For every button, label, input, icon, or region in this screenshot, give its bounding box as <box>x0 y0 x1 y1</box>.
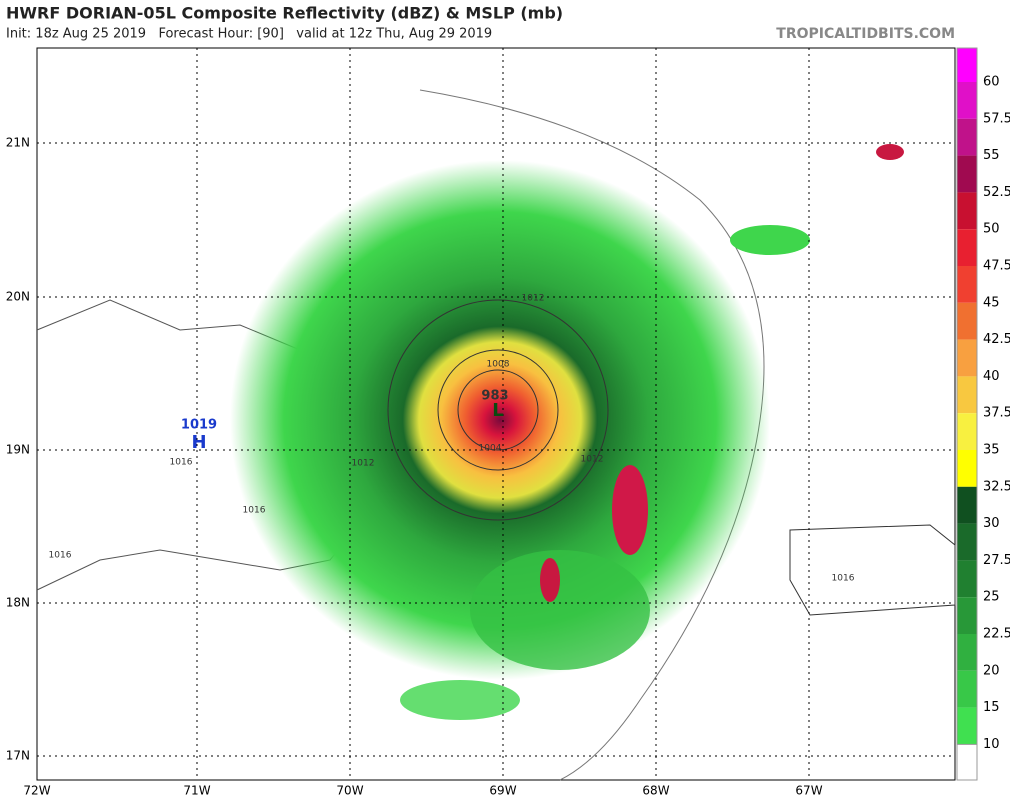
rain-cell <box>876 144 904 160</box>
colorbar-label: 55 <box>983 148 1000 163</box>
pressure-label: 1004 <box>479 444 502 454</box>
lon-label: 69W <box>489 784 516 798</box>
colorbar-segment <box>957 670 977 708</box>
colorbar-segment <box>957 707 977 745</box>
isobar <box>387 299 609 521</box>
colorbar-segment <box>957 266 977 303</box>
lon-label: 70W <box>336 784 363 798</box>
colorbar-label: 20 <box>983 663 1000 678</box>
colorbar-segment <box>957 413 977 450</box>
isobar <box>437 349 559 471</box>
subtitle: Init: 18z Aug 25 2019 Forecast Hour: [90… <box>6 27 492 42</box>
colorbar-label: 52.5 <box>983 185 1010 200</box>
colorbar-label: 27.5 <box>983 553 1010 568</box>
lat-label: 20N <box>6 290 30 304</box>
pressure-label: 1012 <box>581 455 604 465</box>
colorbar-label: 40 <box>983 369 1000 384</box>
pressure-label: 983 <box>481 389 508 404</box>
colorbar-segment <box>957 486 977 524</box>
colorbar-label: 57.5 <box>983 111 1010 126</box>
colorbar-border <box>956 47 978 781</box>
lat-label: 17N <box>6 749 30 763</box>
colorbar-label: 45 <box>983 295 1000 310</box>
lon-label: 71W <box>183 784 210 798</box>
lat-label: 21N <box>6 136 30 150</box>
pressure-label: 1016 <box>170 458 193 468</box>
lon-label: 67W <box>795 784 822 798</box>
colorbar-segment <box>957 376 977 414</box>
lat-label: 18N <box>6 596 30 610</box>
colorbar-segment <box>957 155 977 193</box>
colorbar-segment <box>957 634 977 671</box>
colorbar-label: 25 <box>983 590 1000 605</box>
title: HWRF DORIAN-05L Composite Reflectivity (… <box>6 4 563 23</box>
colorbar-segment <box>957 192 977 230</box>
rain-band <box>612 465 648 555</box>
colorbar-segment <box>957 450 977 487</box>
pressure-label: 1008 <box>487 360 510 370</box>
lat-label: 19N <box>6 443 30 457</box>
pressure-label: 1019 <box>181 418 217 433</box>
pressure-label: 1016 <box>243 506 266 516</box>
colorbar-label: 35 <box>983 443 1000 458</box>
colorbar-label: 42.5 <box>983 332 1010 347</box>
lon-label: 72W <box>23 784 50 798</box>
colorbar-label: 22.5 <box>983 627 1010 642</box>
pressure-label: 1016 <box>832 574 855 584</box>
colorbar-label: 50 <box>983 222 1000 237</box>
colorbar-segment <box>957 118 977 156</box>
colorbar-segment <box>957 82 977 119</box>
colorbar-label: 37.5 <box>983 406 1010 421</box>
map-frame <box>36 47 956 781</box>
pressure-label: 1012 <box>522 294 545 304</box>
colorbar-label: 10 <box>983 737 1000 752</box>
colorbar-label: 60 <box>983 75 1000 90</box>
pressure-label: L <box>492 400 503 421</box>
colorbar-segment <box>957 560 977 598</box>
colorbar-segment <box>957 339 977 377</box>
lon-label: 68W <box>642 784 669 798</box>
graticule: 72W 71W 70W 69W 68W 67W 21N 20N 19N 18N 17N <box>6 48 955 798</box>
source: TROPICALTIDBITS.COM <box>776 26 955 42</box>
pressure-label: H <box>191 432 206 453</box>
colorbar-cap <box>957 48 977 82</box>
colorbar-segment <box>956 743 978 781</box>
rain-band <box>540 558 560 602</box>
puerto-rico <box>789 524 956 616</box>
colorbar-segment <box>957 523 977 561</box>
rain-band <box>470 550 650 670</box>
colorbar-segment <box>957 597 977 634</box>
colorbar: 60 57.5 55 52.5 50 47.5 45 42.5 40 37.5 35 32.5 30 27… <box>956 47 1010 781</box>
colorbar-label: 47.5 <box>983 259 1010 274</box>
isobar <box>457 369 539 451</box>
colorbar-label: 30 <box>983 516 1000 531</box>
colorbar-segment <box>957 302 977 340</box>
colorbar-segment <box>957 229 977 266</box>
pressure-label: 1016 <box>49 551 72 561</box>
pressure-label: 1012 <box>352 459 375 469</box>
rain-cell <box>730 225 810 255</box>
rain-band <box>400 680 520 720</box>
colorbar-label: 32.5 <box>983 479 1010 494</box>
colorbar-label: 15 <box>983 700 1000 715</box>
